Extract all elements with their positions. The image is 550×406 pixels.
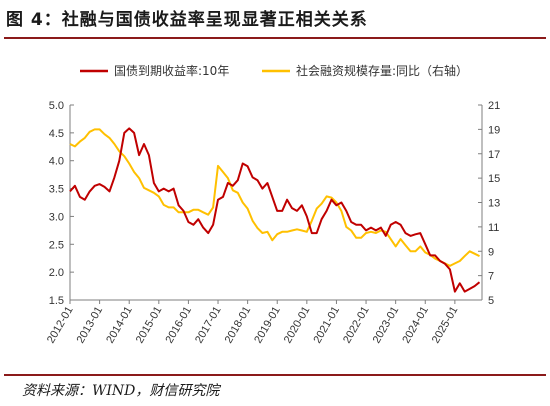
x-tick-label: 2021-01 [311,305,342,346]
x-tick-label: 2025-01 [430,305,461,346]
line-chart: 5.0 4.5 4.0 3.5 3.0 2.5 2.0 1.5 21 19 17 15 13 11 9 7 5 2… [45,63,500,345]
chart-legend: 国债到期收益率:10年 社会融资规模存量:同比（右轴） [80,63,468,78]
y-left-tick-label: 5.0 [49,100,64,112]
y-left-tick-label: 2.0 [49,267,64,279]
y-left-tick-label: 2.5 [49,239,64,251]
title-rule [4,37,546,39]
x-tick-label: 2013-01 [75,305,106,346]
y-right-tick-label: 11 [488,222,499,234]
x-tick-label: 2016-01 [163,305,194,346]
y-right-tick-label: 21 [488,100,500,112]
x-tick-label: 2022-01 [341,305,372,346]
y-right-tick-label: 9 [488,246,494,258]
legend-label: 国债到期收益率:10年 [114,63,229,78]
x-tick-label: 2015-01 [134,305,165,346]
x-tick-label: 2014-01 [104,305,135,346]
chart-axes: 5.0 4.5 4.0 3.5 3.0 2.5 2.0 1.5 21 19 17 15 13 11 9 7 5 2… [45,100,500,345]
y-right-tick-label: 7 [488,271,494,283]
source-note: 资料来源：WIND，财信研究院 [22,383,220,399]
x-tick-label: 2017-01 [193,305,224,346]
y-left-tick-label: 4.5 [49,128,64,140]
chart-series [69,127,481,293]
y-right-tick-label: 17 [488,149,500,161]
series-line-right-axis [69,128,480,267]
x-tick-label: 2012-01 [45,305,76,346]
y-right-tick-label: 13 [488,198,500,210]
x-tick-label: 2018-01 [223,305,254,346]
series-line-left-axis [69,127,481,293]
y-left-tick-label: 4.0 [49,156,64,168]
x-tick-label: 2024-01 [400,305,431,346]
x-tick-label: 2023-01 [371,305,402,346]
x-tick-label: 2020-01 [282,305,313,346]
figure-title: 图 4：社融与国债收益率呈现显著正相关关系 [6,10,368,30]
y-left-tick-label: 3.5 [49,184,64,196]
legend-label: 社会融资规模存量:同比（右轴） [296,63,468,78]
x-tick-label: 2019-01 [252,305,283,346]
y-right-tick-label: 15 [488,173,500,185]
y-right-tick-label: 19 [488,124,500,136]
y-left-tick-label: 1.5 [49,295,64,307]
bottom-rule [4,374,546,376]
y-right-tick-label: 5 [488,295,494,307]
y-left-tick-label: 3.0 [49,211,64,223]
